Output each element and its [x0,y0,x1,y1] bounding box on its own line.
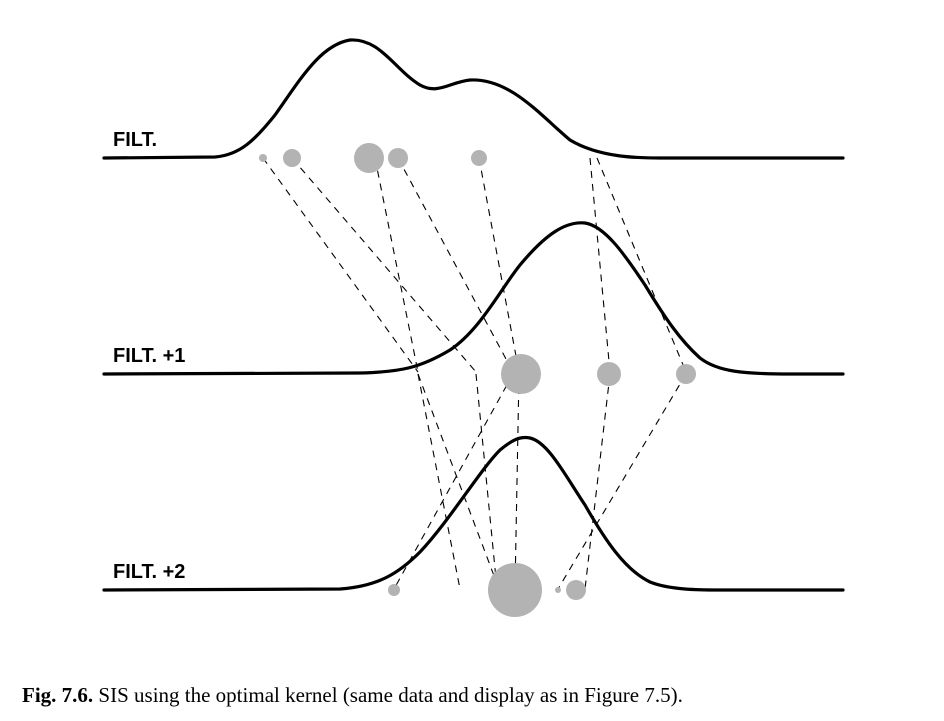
particle [597,362,621,386]
link-1-2 [589,157,611,373]
particles-filt [259,143,487,173]
particle [354,143,384,173]
link-1-2 [374,157,419,373]
link-1-2 [262,157,419,373]
row-label-filt-plus-1: FILT. +1 [113,345,185,367]
particle [501,354,541,394]
link-1-2 [596,157,687,373]
link-1-2 [397,157,514,373]
link-1-2 [478,157,520,373]
link-2-3 [557,373,687,590]
link-2-3 [514,373,520,590]
density-curve-filt-plus-1 [102,221,845,376]
row-label-filt: FILT. [113,129,157,151]
particles-filt-plus-1 [501,354,696,394]
link-2-3 [584,373,611,590]
row-label-filt-plus-2: FILT. +2 [113,561,185,583]
figure-number: Fig. 7.6. [22,683,94,707]
particle [259,154,267,162]
particle [388,148,408,168]
density-curve-filt [102,38,845,160]
link-2-3 [475,373,498,590]
particle-links [262,157,687,590]
particle [488,563,542,617]
particles-filt-plus-2 [388,563,586,617]
density-curve-filt-plus-2 [102,435,845,592]
link-2-3 [393,373,514,590]
particle [555,587,561,593]
particle [283,149,301,167]
particle [566,580,586,600]
particle [388,584,400,596]
caption-text: SIS using the optimal kernel (same data … [98,683,683,707]
link-1-2 [291,157,477,373]
particle [471,150,487,166]
link-2-3 [417,373,461,590]
particle [676,364,696,384]
figure-caption: Fig. 7.6. SIS using the optimal kernel (… [22,683,932,708]
